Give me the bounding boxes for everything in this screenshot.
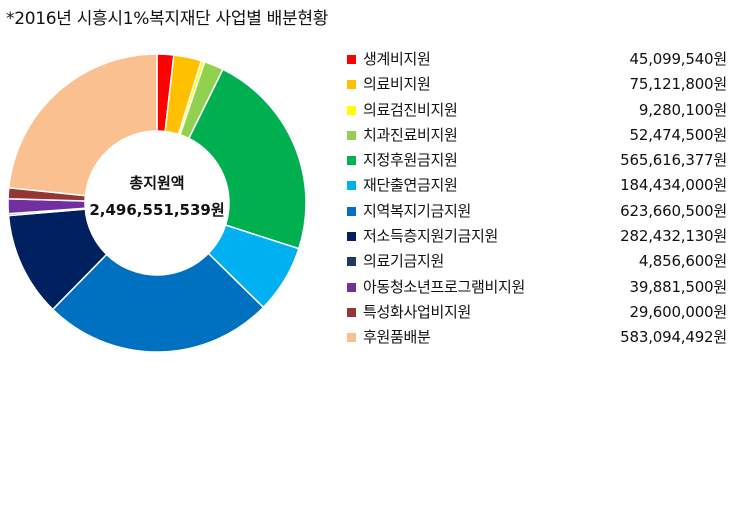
legend-label: 후원품배분: [363, 328, 431, 347]
center-label: 총지원액: [129, 174, 184, 192]
legend-item: 아동청소년프로그램비지원 39,881,500원: [347, 275, 727, 300]
donut-chart: 총지원액 2,496,551,539원: [7, 53, 307, 353]
legend-label: 재단출연금지원: [363, 176, 458, 195]
legend-item: 저소득층지원기금지원 282,432,130원: [347, 224, 727, 249]
legend-label: 아동청소년프로그램비지원: [363, 277, 526, 296]
legend-swatch: [347, 282, 356, 292]
donut-slice-7: [51, 252, 265, 353]
legend-swatch: [347, 105, 356, 115]
legend-value: 565,616,377원: [620, 151, 727, 170]
chart-title: *2016년 시흥시1%복지재단 사업별 배분현황: [6, 9, 329, 29]
legend-swatch: [347, 307, 356, 317]
legend-label: 저소득층지원기금지원: [363, 227, 499, 246]
legend-value: 4,856,600원: [638, 252, 727, 271]
legend-item: 후원품배분 583,094,492원: [347, 325, 727, 350]
legend-item: 의료검진비지원 9,280,100원: [347, 98, 727, 123]
legend-swatch: [347, 130, 356, 140]
legend-item: 의료비지원 75,121,800원: [347, 72, 727, 97]
legend-value: 75,121,800원: [629, 75, 728, 94]
legend-value: 39,881,500원: [629, 277, 728, 296]
legend-swatch: [347, 206, 356, 216]
legend-item: 생계비지원 45,099,540원: [347, 47, 727, 72]
legend-item: 치과진료비지원 52,474,500원: [347, 123, 727, 148]
legend-swatch: [347, 257, 356, 267]
legend-swatch: [347, 80, 356, 90]
legend-value: 583,094,492원: [620, 328, 727, 347]
legend-label: 지정후원금지원: [363, 151, 458, 170]
legend-value: 184,434,000원: [620, 176, 727, 195]
legend-item: 의료기금지원 4,856,600원: [347, 249, 727, 274]
legend-value: 9,280,100원: [638, 100, 727, 119]
legend-value: 623,660,500원: [620, 201, 727, 220]
legend-label: 특성화사업비지원: [363, 302, 472, 321]
legend-value: 282,432,130원: [620, 227, 727, 246]
legend-item: 지역복지기금지원 623,660,500원: [347, 199, 727, 224]
legend-swatch: [347, 55, 356, 64]
legend-item: 재단출연금지원 184,434,000원: [347, 173, 727, 198]
legend-label: 지역복지기금지원: [363, 201, 472, 220]
legend-swatch: [347, 333, 356, 343]
legend-swatch: [347, 156, 356, 166]
legend-value: 29,600,000원: [629, 302, 728, 321]
legend-item: 지정후원금지원 565,616,377원: [347, 148, 727, 173]
legend-swatch: [347, 181, 356, 191]
legend-label: 생계비지원: [363, 50, 431, 68]
donut-slices: [7, 53, 307, 353]
legend-value: 45,099,540원: [629, 50, 728, 68]
donut-slice-5: [187, 68, 307, 250]
center-value: 2,496,551,539원: [89, 201, 224, 219]
legend-item: 특성화사업비지원 29,600,000원: [347, 300, 727, 325]
legend-value: 52,474,500원: [629, 125, 728, 144]
legend-label: 의료기금지원: [363, 252, 445, 271]
legend-swatch: [347, 232, 356, 242]
donut-slice-12: [7, 53, 158, 197]
legend-label: 의료검진비지원: [363, 100, 458, 119]
legend-label: 의료비지원: [363, 75, 431, 94]
legend-label: 치과진료비지원: [363, 125, 458, 144]
